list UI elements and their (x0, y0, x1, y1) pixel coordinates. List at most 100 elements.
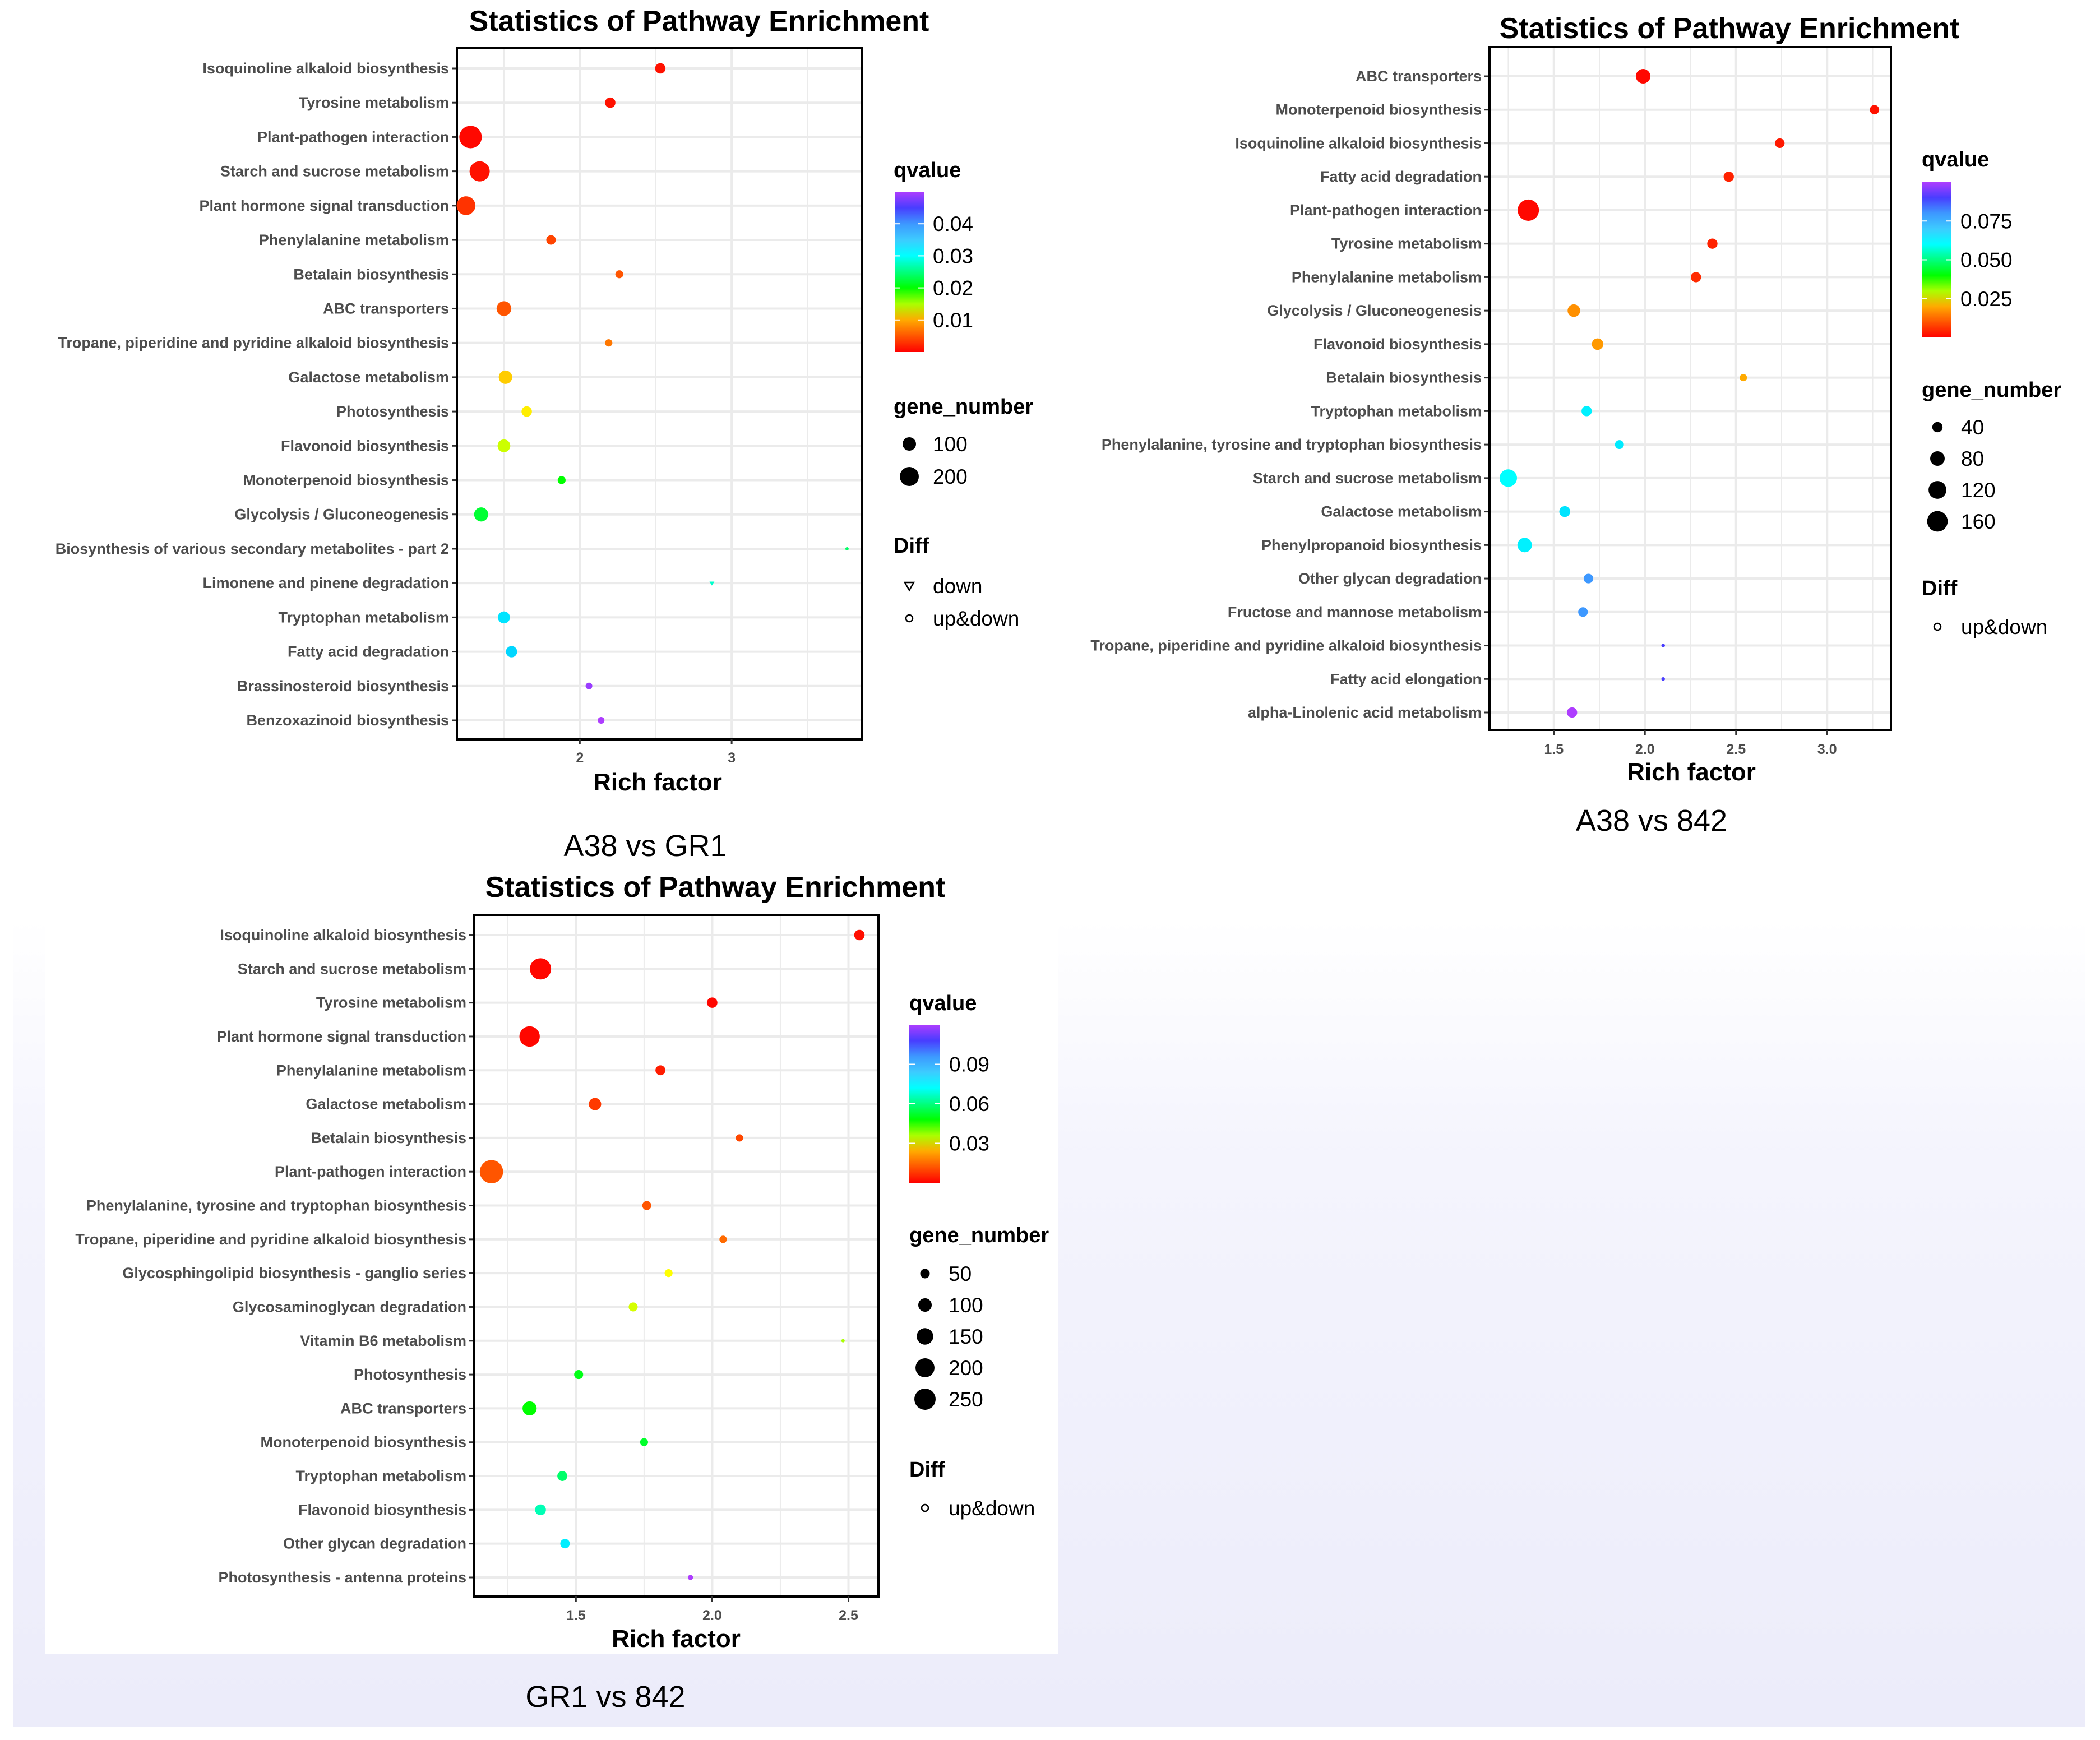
y-tick-label: Glycosphingolipid biosynthesis - ganglio… (122, 1265, 466, 1281)
y-tick-label: alpha-Linolenic acid metabolism (1248, 704, 1482, 721)
data-point (1775, 138, 1785, 149)
x-axis-title: Rich factor (1627, 758, 1756, 786)
data-point (1583, 573, 1594, 584)
data-point (640, 1438, 648, 1446)
data-point (519, 1026, 540, 1047)
y-tick-label: Glycosaminoglycan degradation (233, 1298, 466, 1315)
size-legend-dot (918, 1298, 932, 1312)
size-legend-label: 150 (949, 1325, 983, 1348)
data-point (496, 301, 512, 316)
data-point (469, 161, 490, 182)
y-tick-label: Tryptophan metabolism (278, 609, 449, 626)
y-tick-label: Tryptophan metabolism (295, 1468, 466, 1484)
chart-2: ABC transporters Monoterpenoid biosynthes… (1090, 12, 2061, 837)
panel-border (1488, 46, 1892, 731)
data-point (498, 611, 510, 624)
size-legend-label: 40 (1961, 416, 1984, 439)
data-point (557, 476, 566, 484)
size-legend-label: 120 (1961, 479, 1996, 502)
diff-legend-label: down (933, 575, 982, 598)
data-point (642, 1201, 651, 1210)
data-point (530, 958, 552, 980)
data-point (1661, 644, 1665, 647)
gene-number-legend-title: gene_number (1922, 378, 2061, 402)
y-tick-label: ABC transporters (1356, 68, 1482, 85)
data-point (1707, 238, 1718, 249)
data-point (736, 1134, 743, 1142)
data-point (664, 1269, 673, 1278)
y-tick-label: Plant hormone signal transduction (199, 197, 449, 214)
data-point (522, 1401, 537, 1416)
chart-title: Statistics of Pathway Enrichment (485, 871, 946, 904)
triangle-down-icon (903, 581, 915, 592)
panel-border (473, 914, 880, 1598)
data-point (479, 1160, 503, 1183)
data-point (497, 439, 511, 452)
y-tick-label: Monoterpenoid biosynthesis (260, 1434, 466, 1451)
y-tick-label: Isoquinoline alkaloid biosynthesis (202, 60, 449, 77)
data-point (605, 97, 616, 108)
data-point (1592, 338, 1603, 350)
circle-icon (1933, 622, 1942, 631)
panel-border (456, 47, 863, 741)
colorbar-tick-label: 0.025 (1960, 288, 2013, 311)
y-tick-label: Tryptophan metabolism (1311, 402, 1482, 419)
qvalue-legend-title: qvalue (894, 159, 961, 182)
y-tick-label: Fatty acid degradation (1320, 168, 1482, 185)
y-tick-label: Benzoxazinoid biosynthesis (246, 712, 449, 729)
qvalue-legend-title: qvalue (1922, 148, 1989, 172)
data-point (1517, 538, 1532, 553)
diff-legend-title: Diff (1922, 577, 1958, 600)
diff-legend-title: Diff (894, 534, 929, 558)
y-tick-label: Galactose metabolism (306, 1096, 466, 1113)
x-tick-label: 3.0 (1817, 742, 1837, 757)
data-point (585, 682, 593, 689)
size-legend-dot (1932, 422, 1943, 433)
data-point (841, 1339, 845, 1343)
diff-legend-title: Diff (909, 1458, 945, 1482)
size-legend-label: 100 (949, 1294, 983, 1317)
y-tick-label: Tropane, piperidine and pyridine alkaloi… (75, 1231, 466, 1248)
y-tick-label: Phenylalanine metabolism (276, 1062, 466, 1079)
size-legend-dot (920, 1269, 930, 1279)
data-point (474, 507, 488, 522)
size-legend-label: 50 (949, 1262, 972, 1285)
y-tick-label: Glycolysis / Gluconeogenesis (234, 506, 449, 523)
size-legend-dot (1928, 481, 1946, 499)
y-tick-label: Flavonoid biosynthesis (298, 1501, 466, 1518)
diff-legend-label: up&down (949, 1497, 1035, 1520)
size-legend-label: 80 (1961, 447, 1984, 470)
size-legend-dot (915, 1358, 935, 1377)
data-point (1559, 506, 1570, 517)
data-point (845, 547, 849, 550)
y-tick-label: Phenylalanine, tyrosine and tryptophan b… (1102, 436, 1482, 453)
colorbar-tick-label: 0.050 (1960, 249, 2013, 272)
y-tick-label: Tropane, piperidine and pyridine alkaloi… (58, 335, 449, 351)
y-tick-label: Photosynthesis - antenna proteins (218, 1569, 466, 1586)
plot-panel (474, 915, 878, 1596)
data-point (1567, 304, 1580, 317)
colorbar-tick-label: 0.075 (1960, 210, 2013, 233)
qvalue-legend-title: qvalue (909, 992, 977, 1015)
data-point (560, 1539, 570, 1549)
data-point (1740, 374, 1747, 382)
qvalue-colorbar (895, 192, 924, 352)
y-tick-label: Isoquinoline alkaloid biosynthesis (1235, 135, 1482, 151)
data-point (719, 1235, 727, 1243)
data-point (1870, 105, 1880, 115)
data-point (589, 1098, 602, 1110)
colorbar-tick-label: 0.03 (933, 244, 973, 267)
y-tick-label: Phenylalanine, tyrosine and tryptophan b… (86, 1197, 466, 1214)
colorbar-tick-label: 0.09 (949, 1053, 989, 1076)
y-tick-label: Tyrosine metabolism (299, 94, 449, 111)
data-point (598, 717, 605, 724)
chart-3: Isoquinoline alkaloid biosynthesis Starch… (75, 871, 1049, 1714)
diff-legend-label: up&down (933, 607, 1019, 630)
y-tick-label: Starch and sucrose metabolism (1253, 470, 1482, 487)
size-legend-dot (900, 467, 919, 486)
x-tick-label: 1.5 (566, 1608, 586, 1623)
data-point (506, 646, 517, 658)
data-point (854, 929, 865, 941)
colorbar-tick-label: 0.06 (949, 1093, 989, 1116)
y-tick-label: Betalain biosynthesis (293, 266, 449, 283)
